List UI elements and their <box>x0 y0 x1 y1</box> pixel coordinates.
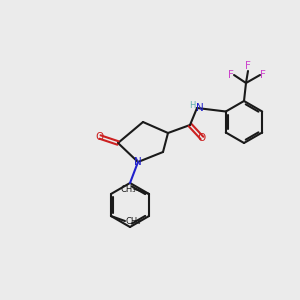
Text: F: F <box>260 70 266 80</box>
Text: N: N <box>134 157 142 167</box>
Text: N: N <box>196 103 204 113</box>
Text: H: H <box>189 100 195 109</box>
Text: CH₃: CH₃ <box>125 217 141 226</box>
Text: CH₃: CH₃ <box>120 184 136 194</box>
Text: O: O <box>198 133 206 143</box>
Text: O: O <box>96 132 104 142</box>
Text: F: F <box>245 61 251 71</box>
Text: F: F <box>228 70 234 80</box>
